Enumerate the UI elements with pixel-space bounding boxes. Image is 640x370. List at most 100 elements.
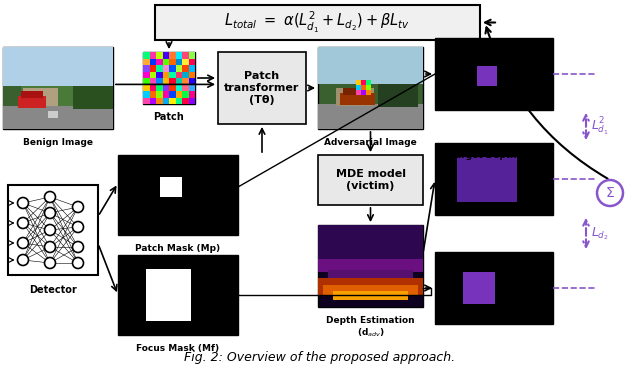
- Circle shape: [72, 242, 83, 252]
- Bar: [143, 84, 150, 91]
- Bar: [318, 278, 423, 295]
- Bar: [73, 86, 113, 109]
- Bar: [163, 98, 169, 104]
- Text: MDE model
(victim): MDE model (victim): [335, 169, 406, 191]
- Bar: [156, 78, 163, 84]
- Bar: [23, 88, 58, 106]
- Bar: [150, 58, 156, 65]
- Bar: [146, 269, 191, 321]
- Bar: [435, 252, 553, 324]
- Bar: [175, 84, 182, 91]
- Bar: [143, 71, 150, 78]
- Bar: [356, 90, 361, 95]
- Bar: [169, 65, 175, 71]
- Bar: [3, 47, 113, 86]
- Bar: [156, 98, 163, 104]
- Bar: [318, 155, 423, 205]
- Bar: [182, 84, 189, 91]
- Bar: [21, 91, 43, 98]
- Circle shape: [17, 198, 29, 209]
- Bar: [378, 84, 418, 107]
- Bar: [175, 98, 182, 104]
- Bar: [156, 71, 163, 78]
- Text: Detector: Detector: [29, 285, 77, 295]
- Bar: [3, 47, 113, 129]
- Bar: [318, 259, 423, 272]
- Bar: [143, 65, 150, 71]
- Text: Patch: Patch: [154, 112, 184, 122]
- Bar: [182, 98, 189, 104]
- Bar: [356, 80, 361, 85]
- Bar: [366, 90, 371, 95]
- Bar: [143, 58, 150, 65]
- Circle shape: [45, 258, 56, 269]
- Bar: [155, 5, 480, 40]
- Bar: [169, 78, 175, 84]
- Circle shape: [72, 202, 83, 212]
- Bar: [182, 78, 189, 84]
- Circle shape: [72, 222, 83, 232]
- Bar: [118, 155, 238, 235]
- Bar: [175, 78, 182, 84]
- Bar: [169, 98, 175, 104]
- Bar: [340, 93, 375, 105]
- Bar: [189, 65, 195, 71]
- Bar: [18, 96, 46, 108]
- Bar: [189, 78, 195, 84]
- Bar: [156, 91, 163, 98]
- Bar: [189, 98, 195, 104]
- Bar: [182, 91, 189, 98]
- Bar: [477, 66, 497, 86]
- Bar: [143, 98, 150, 104]
- Text: d$_{adv}$ ⊙(Mf - Mp): d$_{adv}$ ⊙(Mf - Mp): [456, 260, 532, 273]
- Circle shape: [45, 242, 56, 252]
- Bar: [435, 143, 553, 215]
- Bar: [150, 91, 156, 98]
- Bar: [143, 52, 195, 104]
- Circle shape: [597, 180, 623, 206]
- Bar: [163, 65, 169, 71]
- Bar: [175, 65, 182, 71]
- Text: Focus Mask (Mf): Focus Mask (Mf): [136, 344, 220, 353]
- Bar: [156, 58, 163, 65]
- Bar: [356, 85, 361, 90]
- Bar: [143, 91, 150, 98]
- Bar: [150, 65, 156, 71]
- Bar: [318, 104, 423, 129]
- Bar: [182, 65, 189, 71]
- Text: $L_{d_2}$: $L_{d_2}$: [591, 225, 609, 242]
- Circle shape: [17, 255, 29, 266]
- Bar: [333, 290, 408, 300]
- Bar: [366, 80, 371, 85]
- Bar: [175, 91, 182, 98]
- Bar: [457, 157, 517, 202]
- Bar: [318, 47, 423, 84]
- Text: $L_{d_1}^2$: $L_{d_1}^2$: [591, 116, 609, 137]
- Text: Target Depth (dt): Target Depth (dt): [450, 151, 538, 160]
- Bar: [182, 71, 189, 78]
- Text: Depth Estimation
(d$_{adv}$): Depth Estimation (d$_{adv}$): [326, 316, 415, 339]
- Bar: [150, 84, 156, 91]
- Circle shape: [72, 258, 83, 269]
- Bar: [328, 270, 413, 280]
- Bar: [160, 177, 182, 197]
- Bar: [189, 58, 195, 65]
- Bar: [435, 38, 553, 110]
- Bar: [318, 225, 423, 307]
- Bar: [150, 98, 156, 104]
- Bar: [163, 78, 169, 84]
- Bar: [156, 65, 163, 71]
- Bar: [336, 88, 374, 106]
- Bar: [8, 185, 98, 275]
- Bar: [163, 71, 169, 78]
- Text: $L_{total}\ =\ \alpha(L_{d_1}^2 + L_{d_2}) + \beta L_{tv}$: $L_{total}\ =\ \alpha(L_{d_1}^2 + L_{d_2…: [225, 10, 410, 35]
- Bar: [3, 86, 21, 118]
- Bar: [318, 47, 423, 129]
- Bar: [169, 58, 175, 65]
- Bar: [175, 52, 182, 58]
- Bar: [143, 78, 150, 84]
- Bar: [3, 106, 113, 129]
- Bar: [182, 58, 189, 65]
- Bar: [361, 90, 366, 95]
- Bar: [150, 71, 156, 78]
